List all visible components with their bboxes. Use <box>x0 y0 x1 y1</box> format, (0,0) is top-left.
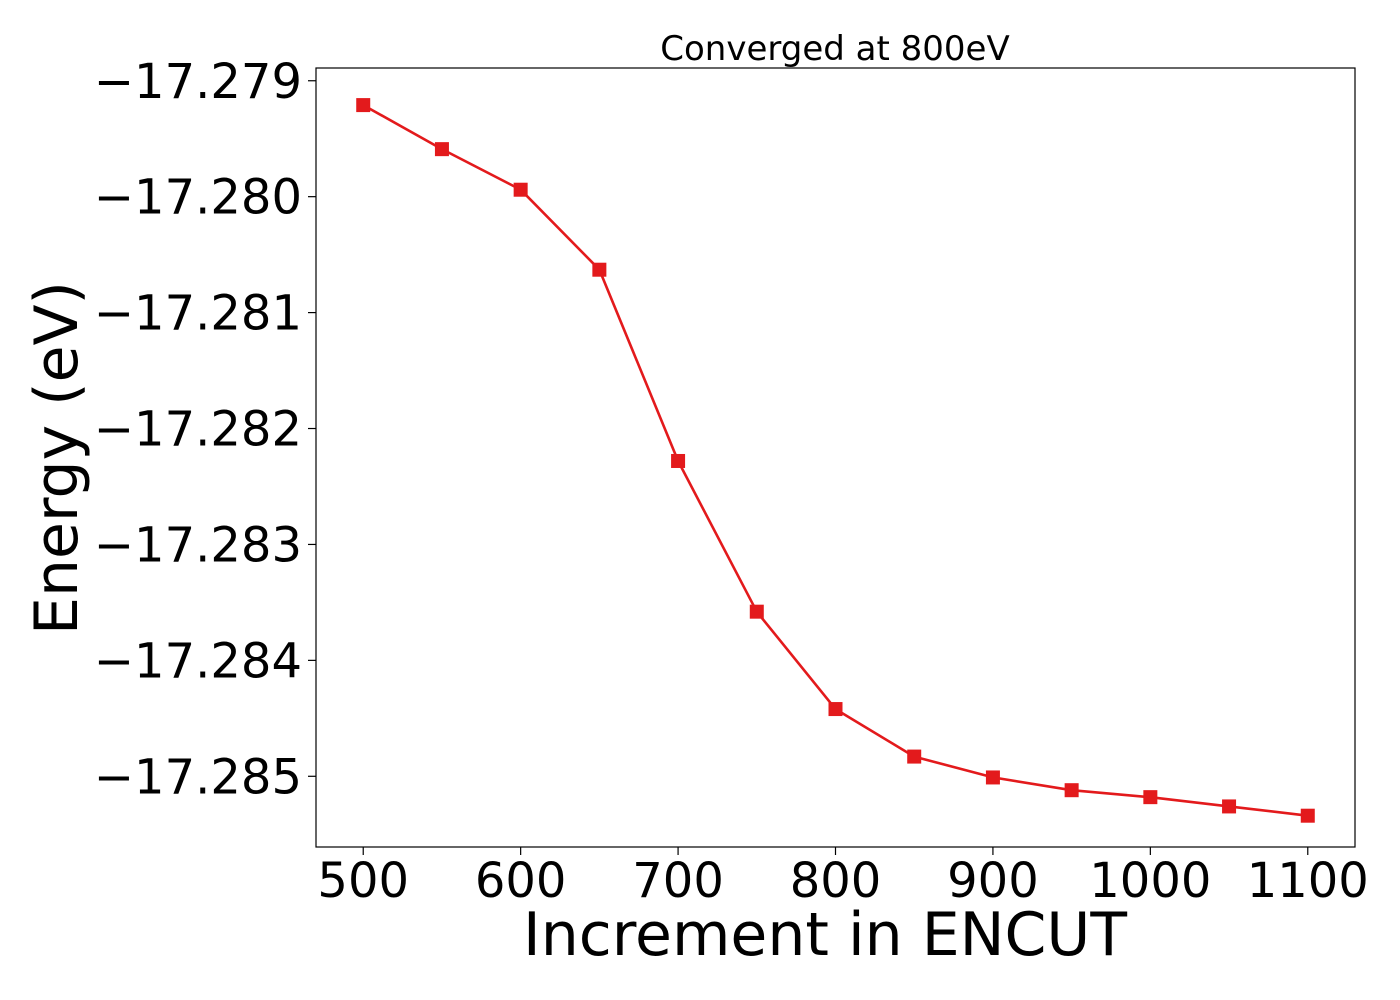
data-point-marker <box>907 749 922 764</box>
data-point-marker <box>671 453 686 468</box>
x-tick-label: 1100 <box>1247 853 1369 909</box>
y-tick-label: −17.279 <box>94 54 302 110</box>
data-point-marker <box>1300 808 1315 823</box>
data-point-marker <box>828 702 843 717</box>
y-tick-label: −17.285 <box>94 749 302 805</box>
data-point-marker <box>356 98 371 113</box>
data-point-marker <box>985 770 1000 785</box>
y-tick-label: −17.281 <box>94 286 302 342</box>
y-axis-title: Energy (eV) <box>22 281 92 635</box>
series-layer <box>356 98 1315 823</box>
plot-area-frame <box>315 67 1356 848</box>
data-point-marker <box>1222 799 1237 814</box>
x-tick-label: 900 <box>947 853 1039 909</box>
y-axis-ticks: −17.279 −17.280 −17.281 −17.282 −17.283 −17.2… <box>94 54 316 805</box>
data-point-marker <box>749 604 764 619</box>
x-tick-label: 800 <box>790 853 882 909</box>
x-axis-title: Increment in ENCUT <box>523 900 1127 970</box>
x-tick-label: 700 <box>632 853 724 909</box>
x-axis-ticks: 500 600 700 800 900 1000 1100 <box>317 847 1369 909</box>
chart-title: Converged at 800eV <box>660 29 1009 69</box>
data-point-marker <box>434 142 449 157</box>
x-tick-label: 1000 <box>1089 853 1211 909</box>
data-point-marker <box>592 262 607 277</box>
data-point-marker <box>1064 783 1079 798</box>
y-tick-label: −17.284 <box>94 633 302 689</box>
y-tick-label: −17.283 <box>94 517 302 573</box>
x-tick-label: 600 <box>475 853 567 909</box>
y-tick-label: −17.280 <box>94 170 302 226</box>
y-tick-label: −17.282 <box>94 402 302 458</box>
x-tick-label: 500 <box>317 853 409 909</box>
data-point-marker <box>513 182 528 197</box>
data-point-marker <box>1143 790 1158 805</box>
